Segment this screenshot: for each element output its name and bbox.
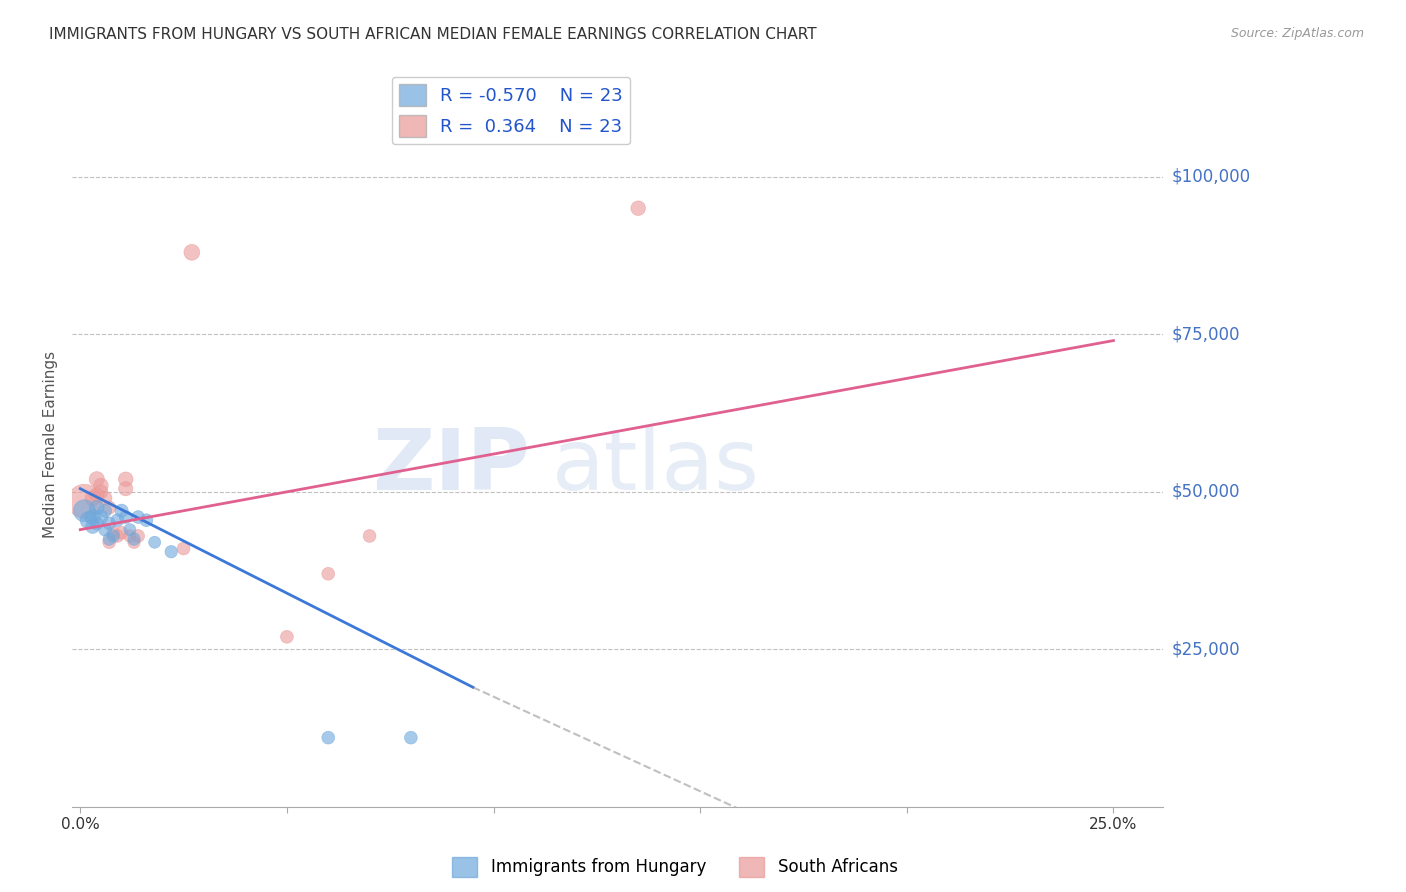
Text: ZIP: ZIP (373, 425, 530, 508)
Point (122, 535, 145, 549)
Point (173, 541, 195, 556)
Point (180, 245, 202, 260)
Point (73, 504, 96, 518)
Point (103, 529, 125, 543)
Point (276, 630, 298, 644)
Point (399, 731, 422, 745)
Point (359, 529, 381, 543)
Point (94, 491, 117, 505)
Point (122, 532, 145, 546)
Point (77, 513, 100, 527)
Text: $50,000: $50,000 (1171, 483, 1240, 500)
Point (107, 529, 129, 543)
Text: $75,000: $75,000 (1171, 326, 1240, 343)
Y-axis label: Median Female Earnings: Median Female Earnings (44, 351, 58, 538)
Point (127, 510, 149, 524)
Point (98, 500, 121, 515)
Point (98, 532, 121, 546)
Text: atlas: atlas (553, 425, 761, 508)
Point (94, 504, 117, 518)
Point (627, 201, 650, 215)
Point (118, 523, 141, 537)
Point (82, 519, 104, 533)
Point (86, 472, 108, 486)
Point (94, 523, 117, 537)
Point (103, 525, 125, 540)
Point (86, 488, 108, 502)
Point (143, 535, 166, 549)
Point (82, 491, 104, 505)
Point (316, 566, 339, 581)
Point (82, 510, 104, 524)
Point (107, 513, 129, 527)
Point (160, 545, 183, 559)
Point (114, 510, 136, 524)
Point (98, 535, 121, 549)
Legend: R = -0.570    N = 23, R =  0.364    N = 23: R = -0.570 N = 23, R = 0.364 N = 23 (392, 77, 630, 145)
Point (86, 500, 108, 515)
Point (86, 516, 108, 531)
Point (316, 731, 339, 745)
Text: Source: ZipAtlas.com: Source: ZipAtlas.com (1230, 27, 1364, 40)
Point (73, 494, 96, 508)
Point (90, 478, 112, 492)
Text: IMMIGRANTS FROM HUNGARY VS SOUTH AFRICAN MEDIAN FEMALE EARNINGS CORRELATION CHAR: IMMIGRANTS FROM HUNGARY VS SOUTH AFRICAN… (49, 27, 817, 42)
Point (98, 516, 121, 531)
Point (127, 529, 149, 543)
Point (90, 484, 112, 499)
Point (114, 482, 136, 496)
Text: $25,000: $25,000 (1171, 640, 1240, 658)
Point (118, 529, 141, 543)
Point (110, 525, 132, 540)
Text: $100,000: $100,000 (1171, 168, 1250, 186)
Point (90, 510, 112, 524)
Point (114, 472, 136, 486)
Point (135, 513, 157, 527)
Legend: Immigrants from Hungary, South Africans: Immigrants from Hungary, South Africans (446, 850, 904, 884)
Point (110, 504, 132, 518)
